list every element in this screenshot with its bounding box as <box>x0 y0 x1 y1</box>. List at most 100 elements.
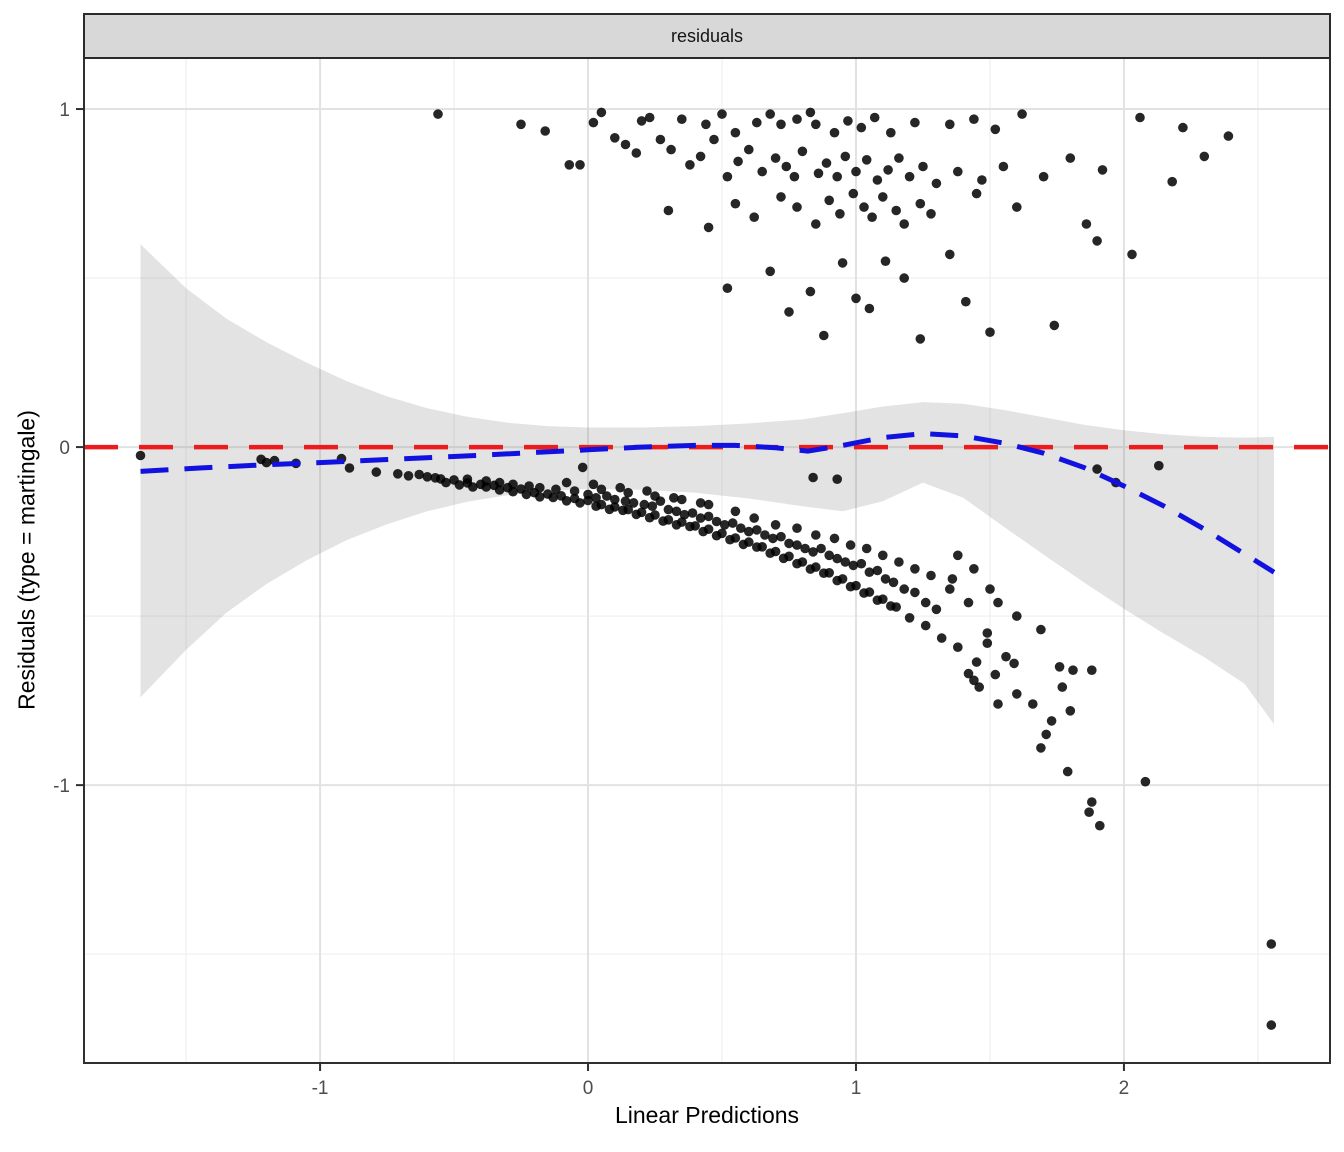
data-point <box>867 212 877 222</box>
data-point <box>861 155 872 165</box>
data-point <box>414 469 425 480</box>
data-point <box>947 574 958 584</box>
data-point <box>655 134 666 145</box>
data-point <box>1266 1020 1277 1030</box>
data-point <box>998 161 1009 172</box>
data-point <box>800 543 810 554</box>
data-point <box>985 327 995 338</box>
data-point <box>1095 820 1105 831</box>
data-point <box>261 457 272 468</box>
data-point <box>677 517 687 527</box>
scatter-points <box>135 107 1277 1030</box>
x-tick-label: 1 <box>851 1078 862 1099</box>
data-point <box>642 486 652 496</box>
data-point <box>784 538 794 549</box>
data-point <box>926 570 936 581</box>
data-point <box>583 489 593 500</box>
data-point <box>824 568 834 578</box>
data-point <box>588 117 599 128</box>
y-axis-title: Residuals (type = martingale) <box>13 410 40 710</box>
data-point <box>811 562 821 572</box>
data-point <box>733 156 743 167</box>
data-point <box>1199 151 1210 162</box>
data-point <box>918 161 928 172</box>
data-point <box>588 479 599 490</box>
y-tick-label: 0 <box>59 438 70 459</box>
data-point <box>575 498 585 508</box>
data-point <box>508 479 518 490</box>
data-point <box>859 202 869 212</box>
data-point <box>1087 665 1097 675</box>
data-point <box>792 523 802 533</box>
data-point <box>1012 202 1022 212</box>
data-point <box>591 493 601 503</box>
data-point <box>936 633 947 643</box>
data-point <box>931 604 942 615</box>
data-point <box>953 642 963 652</box>
data-point <box>1167 176 1177 187</box>
data-point <box>821 158 832 168</box>
data-point <box>899 273 909 283</box>
data-point <box>610 502 620 512</box>
smooth-line <box>140 431 1276 575</box>
data-point <box>687 508 698 518</box>
data-point <box>561 496 572 506</box>
grid-minor-lines <box>84 58 1330 1063</box>
data-point <box>620 496 631 507</box>
data-point <box>752 525 762 535</box>
data-point <box>596 107 607 118</box>
data-point <box>666 144 676 155</box>
data-point <box>441 477 451 488</box>
data-point <box>770 546 781 557</box>
data-point <box>953 550 963 561</box>
data-point <box>977 175 987 185</box>
data-point <box>765 266 775 277</box>
facet-strip <box>83 13 1331 59</box>
data-point <box>422 472 433 482</box>
data-point <box>851 580 861 591</box>
data-point <box>832 553 842 564</box>
data-point <box>776 119 786 130</box>
data-point <box>899 219 909 229</box>
data-point <box>792 202 802 212</box>
data-point <box>797 557 808 567</box>
data-point <box>872 175 883 185</box>
data-point <box>1065 153 1076 163</box>
data-point <box>1097 165 1108 175</box>
data-point <box>931 178 942 189</box>
data-point <box>1081 219 1092 229</box>
confidence-band <box>140 244 1274 725</box>
data-point <box>920 620 931 631</box>
data-point <box>690 521 700 531</box>
data-point <box>864 303 875 314</box>
data-point <box>736 523 746 533</box>
data-point <box>575 160 585 170</box>
data-point <box>878 550 888 561</box>
data-point <box>730 198 741 209</box>
data-point <box>695 151 706 162</box>
data-point <box>1036 624 1046 635</box>
data-point <box>711 516 722 527</box>
data-point <box>719 520 730 530</box>
data-point <box>468 482 478 492</box>
data-point <box>730 533 741 543</box>
data-point <box>1057 682 1068 692</box>
data-point <box>433 109 443 119</box>
data-point <box>990 669 1001 680</box>
data-point <box>837 258 848 268</box>
data-point <box>722 171 733 182</box>
data-point <box>679 509 690 520</box>
data-point <box>1009 658 1019 669</box>
data-point <box>824 195 834 206</box>
data-point <box>1054 662 1065 672</box>
data-point <box>703 499 714 510</box>
data-point <box>647 501 658 512</box>
data-point <box>671 506 682 517</box>
data-point <box>993 699 1003 709</box>
data-point <box>784 551 794 562</box>
data-point <box>540 126 550 136</box>
data-point <box>904 613 915 623</box>
data-point <box>1012 689 1022 699</box>
data-point <box>1135 112 1145 123</box>
data-point <box>650 491 660 501</box>
